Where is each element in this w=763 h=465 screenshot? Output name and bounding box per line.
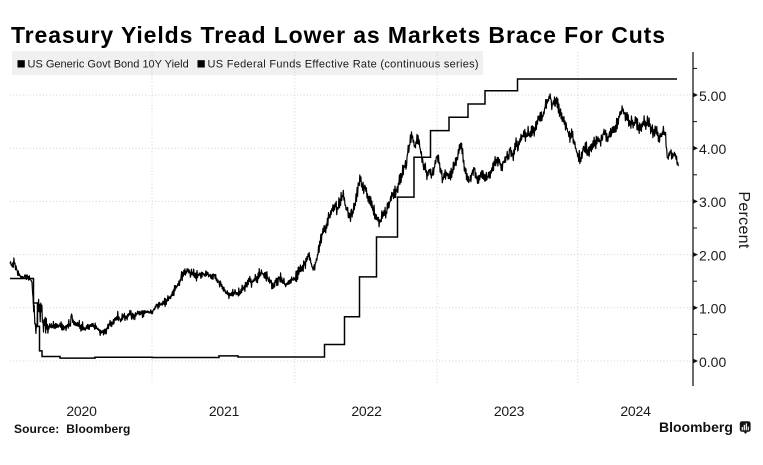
svg-text:5.00: 5.00 (699, 88, 726, 104)
svg-text:3.00: 3.00 (699, 194, 726, 210)
svg-text:Percent: Percent (735, 191, 752, 248)
svg-text:2020: 2020 (66, 403, 97, 419)
svg-text:2021: 2021 (209, 403, 240, 419)
svg-text:2024: 2024 (620, 403, 651, 419)
svg-text:1.00: 1.00 (699, 301, 726, 317)
svg-text:2023: 2023 (494, 403, 525, 419)
svg-text:2022: 2022 (351, 403, 382, 419)
svg-text:4.00: 4.00 (699, 141, 726, 157)
svg-text:Treasury Yields Tread Lower as: Treasury Yields Tread Lower as Markets B… (11, 22, 666, 48)
svg-text:Source: Bloomberg: Source: Bloomberg (14, 422, 130, 436)
svg-text:US Federal Funds Effective Rat: US Federal Funds Effective Rate (continu… (208, 59, 479, 71)
svg-text:0.00: 0.00 (699, 354, 726, 370)
svg-text:2.00: 2.00 (699, 247, 726, 263)
svg-text:US Generic Govt Bond 10Y Yield: US Generic Govt Bond 10Y Yield (28, 59, 189, 71)
svg-text:Bloomberg: Bloomberg (659, 419, 733, 435)
